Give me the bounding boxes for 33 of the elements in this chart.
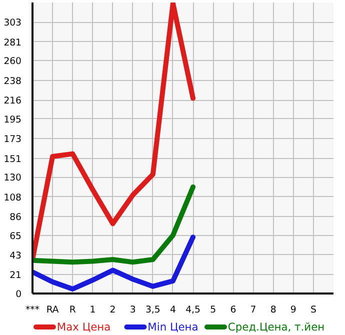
x-tick-label: R: [69, 304, 76, 316]
legend-label: Сред.Цена, т.йен: [228, 320, 325, 334]
x-tick-label: 8: [270, 304, 276, 316]
y-tick-label: 0: [16, 289, 22, 300]
y-tick-label: 151: [4, 154, 22, 165]
legend-label: Min Цена: [148, 320, 198, 334]
y-tick-label: 21: [10, 270, 22, 282]
y-tick-label: 216: [4, 96, 22, 107]
y-tick-label: 173: [4, 134, 22, 146]
y-tick-label: 303: [4, 18, 22, 29]
x-tick-label: 6: [230, 304, 236, 316]
x-tick-label: 3,5: [145, 304, 160, 316]
x-tick-label: 4: [170, 304, 176, 316]
y-tick-label: 65: [10, 230, 22, 242]
x-tick-label: ***: [26, 304, 40, 316]
x-tick-label: 9: [290, 304, 296, 316]
x-tick-label: 1: [90, 304, 96, 316]
x-tick-label: RA: [46, 304, 60, 316]
y-tick-label: 130: [4, 172, 22, 184]
x-tick-label: S: [310, 304, 316, 316]
x-tick-label: 7: [250, 304, 256, 316]
x-tick-label: 2: [110, 304, 116, 316]
x-tick-label: 5: [210, 304, 216, 316]
legend-label: Max Цена: [56, 320, 111, 334]
y-tick-label: 108: [4, 192, 22, 204]
y-tick-label: 238: [4, 76, 22, 87]
y-tick-label: 86: [10, 212, 22, 223]
y-tick-label: 260: [4, 56, 22, 68]
x-tick-label: 4,5: [186, 304, 201, 316]
x-tick-label: 3: [130, 304, 136, 316]
y-tick-label: 195: [4, 114, 22, 126]
y-tick-label: 281: [4, 37, 22, 48]
y-tick-label: 43: [10, 250, 22, 262]
